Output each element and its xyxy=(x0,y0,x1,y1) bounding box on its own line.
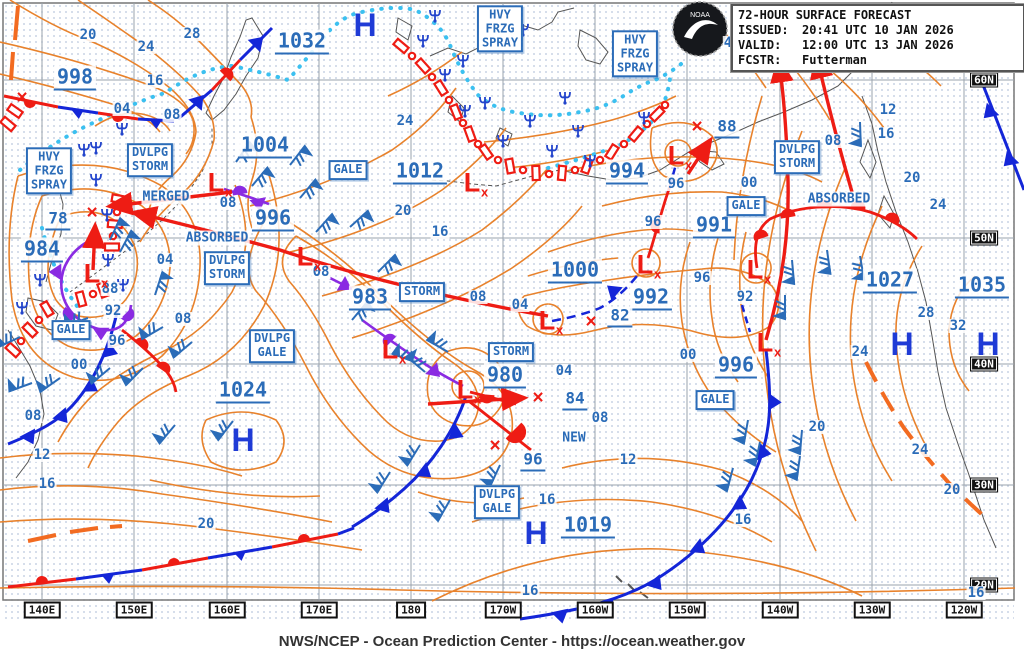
wind-barb-icon xyxy=(154,271,173,300)
freezing-spray-icon xyxy=(16,301,28,316)
graticule-dots xyxy=(3,3,1014,623)
wind-barb-icon xyxy=(479,459,501,488)
freezing-spray-icon xyxy=(117,278,129,293)
wind-barb-icon xyxy=(377,254,404,281)
freezing-spray-icon xyxy=(517,23,529,38)
freezing-spray-icon xyxy=(457,54,469,69)
freezing-spray-icon xyxy=(524,114,536,129)
wind-barb-icon xyxy=(785,453,801,481)
isobars xyxy=(0,0,1016,602)
forecast-info-box: 72-HOUR SURFACE FORECAST ISSUED: 20:41 U… xyxy=(731,4,1024,72)
forecaster-value: Futterman xyxy=(802,53,868,67)
freezing-spray-icon xyxy=(102,253,114,268)
freezing-spray-icon xyxy=(546,144,558,159)
wind-barb-icon xyxy=(209,413,234,441)
freezing-spray-icon xyxy=(479,96,491,111)
wind-barb-icon xyxy=(150,417,176,445)
trough-dashed-lines xyxy=(9,5,990,543)
wind-barb-icon xyxy=(788,428,803,455)
noaa-logo: NOAA xyxy=(672,1,728,57)
wind-barb-icon xyxy=(367,465,391,494)
noaa-logo-text: NOAA xyxy=(690,12,710,19)
forecaster-row: FCSTR: Futterman xyxy=(738,53,1018,68)
freezing-spray-icon xyxy=(34,273,46,288)
wind-barb-icon xyxy=(849,121,862,148)
forecaster-label: FCSTR: xyxy=(738,53,782,67)
freezing-spray-icon xyxy=(90,141,102,156)
wind-barb-icon xyxy=(251,166,277,194)
freezing-spray-icon xyxy=(559,91,571,106)
freezing-spray-icon xyxy=(116,122,128,137)
wind-barb-icon xyxy=(299,178,325,206)
valid-label: VALID: xyxy=(738,38,782,52)
valid-row: VALID: 12:00 UTC 13 JAN 2026 xyxy=(738,38,1018,53)
weather-symbols xyxy=(0,9,866,522)
wind-barb-icon xyxy=(5,372,33,393)
issued-value: 20:41 UTC 10 JAN 2026 xyxy=(802,23,954,37)
forecast-title: 72-HOUR SURFACE FORECAST xyxy=(738,8,912,22)
wind-barb-icon xyxy=(397,438,421,467)
wind-barb-icon xyxy=(426,330,454,353)
wind-barb-icon xyxy=(315,213,341,240)
freezing-spray-icon xyxy=(90,173,102,188)
frontolysis-chains xyxy=(0,37,670,359)
freezing-spray-icon xyxy=(78,143,90,158)
wind-barb-icon xyxy=(235,141,259,169)
freezing-spray-icon xyxy=(417,34,429,49)
freezing-spray-icon xyxy=(429,9,441,24)
issued-label: ISSUED: xyxy=(738,23,789,37)
issued-row: ISSUED: 20:41 UTC 10 JAN 2026 xyxy=(738,23,1018,38)
movement-arrows xyxy=(82,51,854,412)
stationary-fronts xyxy=(3,94,355,589)
valid-value: 12:00 UTC 13 JAN 2026 xyxy=(802,38,954,52)
wind-barb-icon xyxy=(816,249,832,277)
lat-lon-grid xyxy=(3,3,1014,600)
coastlines xyxy=(7,1,997,599)
map-border xyxy=(2,2,1015,601)
wind-barb-icon xyxy=(289,145,314,173)
wind-barb-icon xyxy=(33,368,61,393)
chart-caption: NWS/NCEP - Ocean Prediction Center - htt… xyxy=(278,633,746,650)
